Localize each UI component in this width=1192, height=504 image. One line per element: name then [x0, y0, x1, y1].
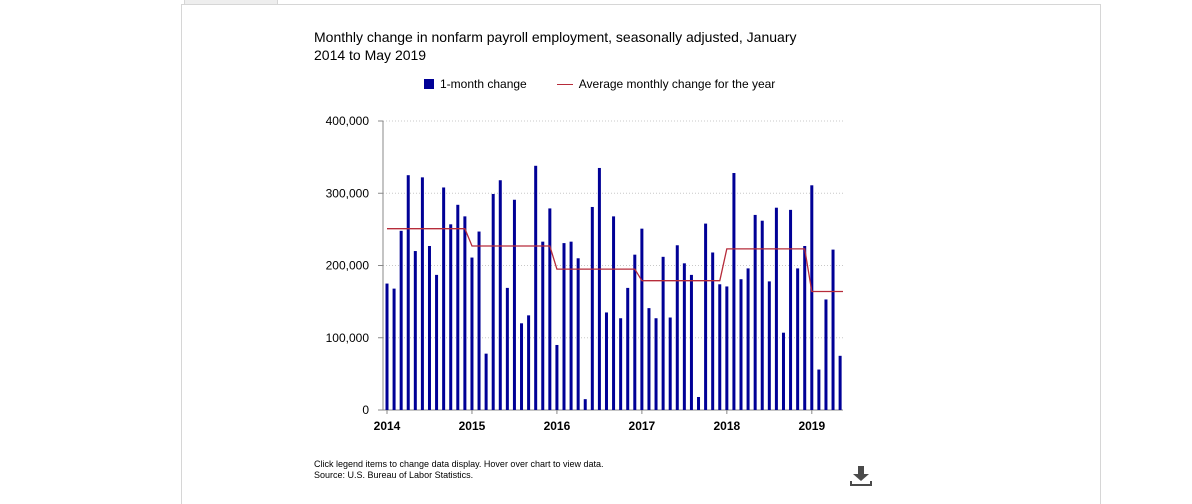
legend-item-bars[interactable]: 1-month change — [424, 77, 527, 91]
bar — [399, 230, 403, 410]
chart-legend: 1-month change Average monthly change fo… — [424, 75, 775, 93]
bar — [477, 231, 481, 410]
bar — [753, 214, 757, 410]
x-tick-label: 2016 — [544, 419, 571, 433]
chart-panel — [181, 4, 1101, 504]
bar — [789, 209, 793, 410]
average-line — [387, 228, 843, 293]
chart-title-line-1: Monthly change in nonfarm payroll employ… — [314, 29, 797, 45]
bar — [831, 249, 835, 410]
bar — [484, 353, 488, 410]
bar — [456, 204, 460, 410]
footer-instructions: Click legend items to change data displa… — [314, 459, 604, 469]
bar — [711, 252, 715, 410]
bar — [675, 245, 679, 410]
bar — [824, 299, 828, 410]
bar — [555, 344, 559, 410]
footer-source: Source: U.S. Bureau of Labor Statistics. — [314, 470, 474, 480]
bar — [838, 355, 842, 410]
x-tick-label: 2017 — [629, 419, 656, 433]
bar — [774, 207, 778, 410]
bar — [689, 274, 693, 410]
bar — [569, 241, 573, 410]
x-tick-label: 2019 — [798, 419, 825, 433]
bar — [512, 199, 516, 410]
bar — [796, 268, 800, 410]
legend-label-bars: 1-month change — [440, 77, 527, 91]
bar — [583, 399, 587, 410]
bar — [385, 283, 389, 410]
bar — [767, 281, 771, 410]
bar — [427, 245, 431, 410]
bar — [668, 317, 672, 410]
chart-footer: Click legend items to change data displa… — [314, 459, 603, 481]
bar — [682, 263, 686, 410]
legend-line-swatch — [556, 83, 573, 85]
bar — [442, 187, 446, 410]
bar — [520, 323, 524, 410]
y-tick-label: 0 — [362, 403, 369, 417]
bar — [803, 245, 807, 410]
bar — [746, 268, 750, 410]
x-tick-label: 2014 — [374, 419, 401, 433]
bar — [704, 223, 708, 410]
bar — [505, 287, 509, 410]
bar — [725, 286, 729, 410]
legend-bar-swatch — [424, 79, 434, 89]
bar — [498, 180, 502, 410]
bar — [732, 173, 736, 410]
x-tick-label: 2018 — [713, 419, 740, 433]
y-tick-label: 100,000 — [326, 331, 370, 345]
y-tick-label: 300,000 — [326, 186, 370, 200]
bar — [541, 241, 545, 410]
bar — [647, 308, 651, 410]
bar — [718, 284, 722, 410]
bar — [810, 185, 814, 410]
bar — [576, 258, 580, 410]
bar — [633, 254, 637, 410]
bar — [626, 287, 630, 410]
bar — [527, 315, 531, 410]
bar — [590, 206, 594, 410]
bar — [435, 274, 439, 410]
legend-item-line[interactable]: Average monthly change for the year — [556, 77, 776, 91]
x-tick-label: 2015 — [459, 419, 486, 433]
bar — [392, 288, 396, 410]
bar — [548, 208, 552, 410]
bar — [406, 175, 410, 410]
bar — [619, 318, 623, 410]
bar — [760, 220, 764, 410]
chart-plot[interactable]: 0 100,000 200,000 300,000 400,000 2014 2015 201… — [0, 0, 1192, 440]
legend-label-line: Average monthly change for the year — [578, 77, 776, 91]
bar — [654, 318, 658, 410]
bar — [739, 279, 743, 410]
y-tick-label: 400,000 — [326, 114, 370, 128]
bar — [413, 251, 417, 410]
bar — [781, 332, 785, 410]
bar — [604, 312, 608, 410]
bar — [640, 228, 644, 410]
chart-title: Monthly change in nonfarm payroll employ… — [314, 28, 834, 64]
bar — [597, 167, 601, 410]
bar — [697, 396, 701, 410]
bar — [463, 216, 467, 410]
bar — [817, 369, 821, 410]
bar — [470, 257, 474, 410]
bar — [420, 177, 424, 410]
bar — [661, 256, 665, 410]
download-icon[interactable] — [849, 465, 873, 487]
y-tick-label: 200,000 — [326, 259, 370, 273]
bar — [449, 224, 453, 410]
bar — [534, 165, 538, 410]
bar — [562, 243, 566, 410]
bar — [491, 193, 495, 410]
bar — [612, 216, 616, 410]
chart-title-line-2: 2014 to May 2019 — [314, 47, 427, 63]
